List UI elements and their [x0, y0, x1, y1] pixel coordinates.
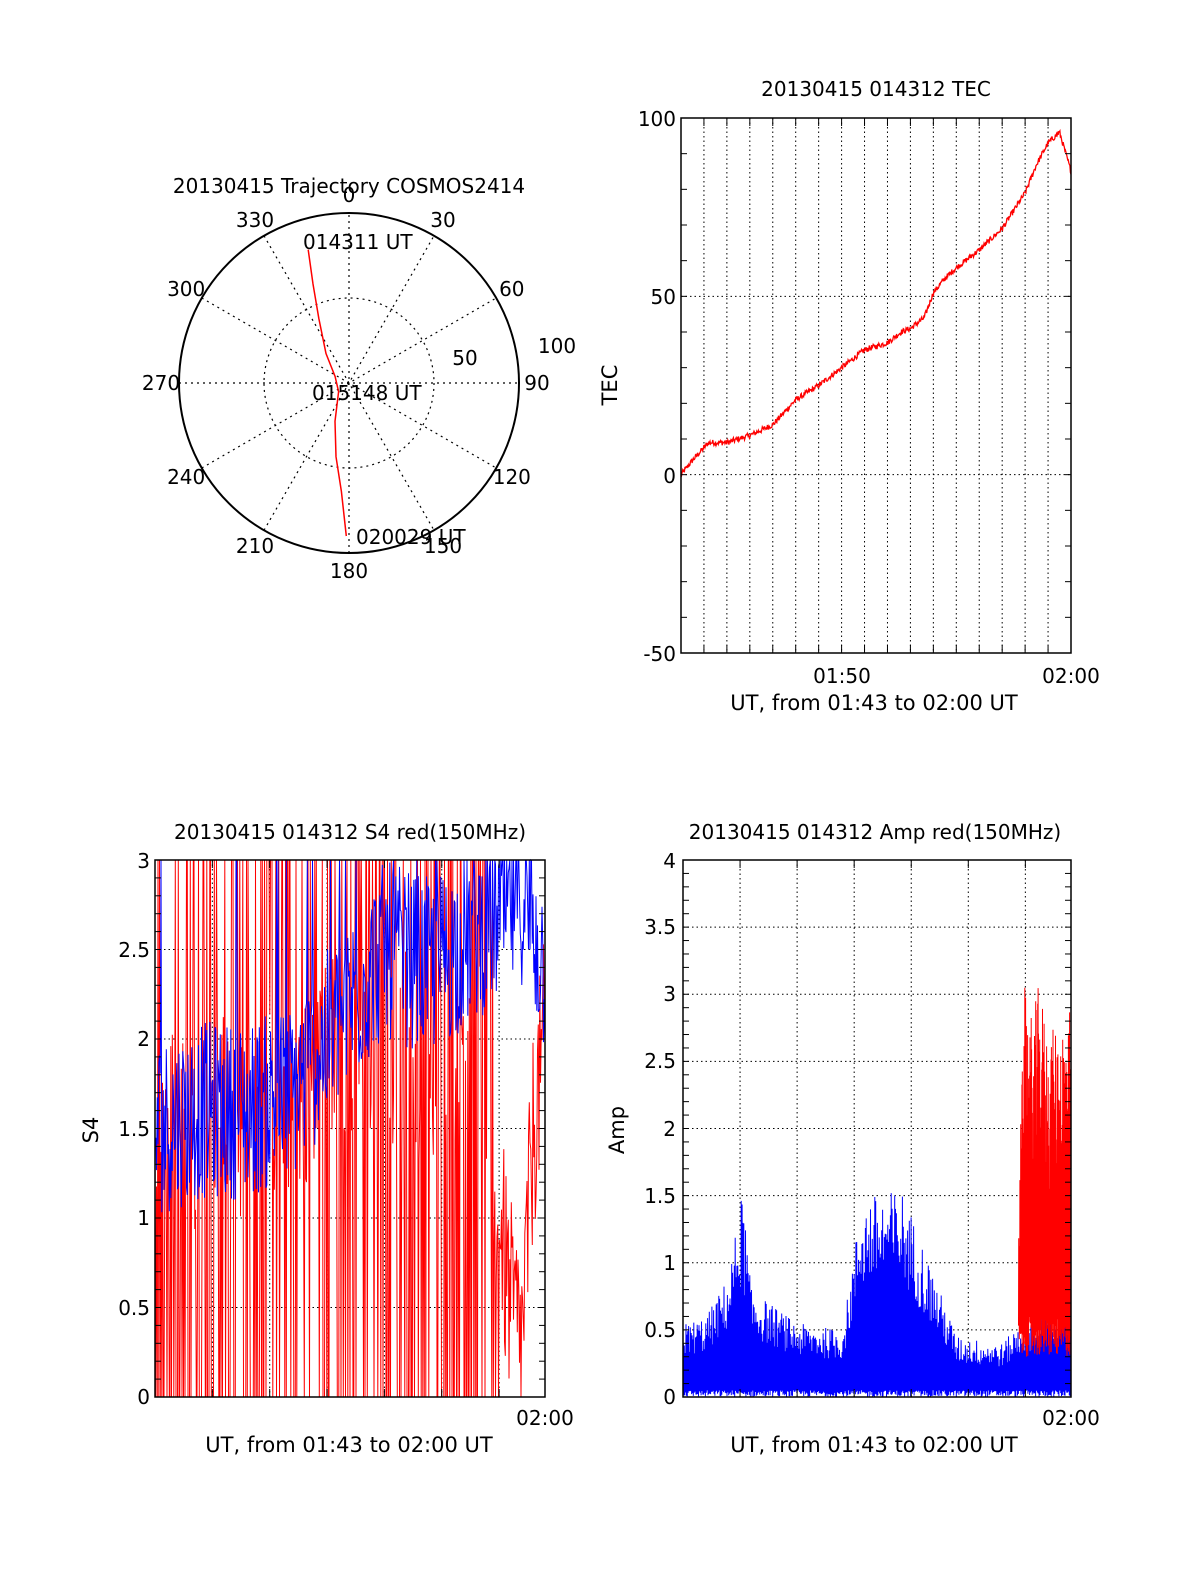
tec-ytick-100: 100	[638, 107, 676, 131]
tec-panel: 20130415 014312 TEC 100 50 0 -50 01:50 0…	[598, 77, 1100, 715]
amp-ytick-1: 1	[663, 1251, 676, 1275]
trajectory-series-line	[307, 249, 348, 537]
tec-ytick-0: 0	[663, 464, 676, 488]
tec-title: 20130415 014312 TEC	[761, 77, 991, 101]
amp-ytick-2: 2	[663, 1117, 676, 1141]
amp-xtick-0200: 02:00	[1042, 1406, 1100, 1430]
amp-ytick-2.5: 2.5	[644, 1049, 676, 1073]
amp-ytick-3.5: 3.5	[644, 915, 676, 939]
s4-title: 20130415 014312 S4 red(150MHz)	[174, 820, 526, 844]
amp-xlabel: UT, from 01:43 to 02:00 UT	[730, 1433, 1018, 1457]
tec-series-line	[680, 128, 1072, 478]
azimuth-label-90: 90	[524, 371, 549, 395]
azimuth-label-180: 180	[330, 559, 368, 583]
amp-ytick-0: 0	[663, 1385, 676, 1409]
azimuth-label-240: 240	[167, 465, 205, 489]
s4-ytick-0.5: 0.5	[118, 1296, 150, 1320]
tec-ticks	[681, 117, 1071, 654]
azimuth-label-0: 0	[343, 183, 356, 207]
s4-ytick-1.5: 1.5	[118, 1117, 150, 1141]
tec-ytick-minus50: -50	[643, 642, 676, 666]
tec-xlabel: UT, from 01:43 to 02:00 UT	[730, 691, 1018, 715]
tec-xtick-0200: 02:00	[1042, 664, 1100, 688]
tec-xtick-0150: 01:50	[813, 664, 871, 688]
azimuth-label-210: 210	[236, 534, 274, 558]
s4-ytick-0: 0	[137, 1385, 150, 1409]
azimuth-label-150: 150	[424, 534, 462, 558]
trajectory-start-label: 014311 UT	[303, 230, 413, 254]
s4-ytick-3: 3	[137, 849, 150, 873]
azimuth-label-60: 60	[499, 277, 524, 301]
s4-panel: 20130415 014312 S4 red(150MHz) 0 0.5 1 1…	[79, 820, 574, 1457]
azimuth-label-30: 30	[430, 208, 455, 232]
s4-blue-series	[154, 858, 546, 1213]
amp-ytick-4: 4	[663, 849, 676, 873]
polar-spoke-150	[263, 235, 435, 531]
amp-red-series	[1018, 987, 1072, 1357]
tec-ylabel: TEC	[598, 365, 622, 407]
s4-ytick-1: 1	[137, 1206, 150, 1230]
ring-label-100: 100	[538, 334, 576, 358]
amp-ytick-1.5: 1.5	[644, 1184, 676, 1208]
s4-xtick-0200: 02:00	[516, 1406, 574, 1430]
trajectory-panel: 20130415 Trajectory COSMOS2414 0 30 60 90 12…	[142, 174, 576, 583]
azimuth-label-330: 330	[236, 208, 274, 232]
azimuth-label-300: 300	[167, 277, 205, 301]
amp-blue-series	[682, 1193, 1072, 1398]
trajectory-mid-label: 015148 UT	[312, 381, 422, 405]
tec-grid	[681, 118, 1071, 653]
amp-title: 20130415 014312 Amp red(150MHz)	[689, 820, 1061, 844]
amp-ytick-3: 3	[663, 982, 676, 1006]
ring-label-50: 50	[452, 346, 477, 370]
amp-ytick-0.5: 0.5	[644, 1318, 676, 1342]
amp-panel: 20130415 014312 Amp red(150MHz) 0 0.5 1 …	[605, 820, 1100, 1457]
s4-ylabel: S4	[79, 1117, 103, 1144]
polar-azimuth-labels: 0 30 60 90 120 150 180 210 240 270 300 330	[142, 183, 550, 583]
tec-plot-frame	[680, 117, 1072, 654]
tec-ytick-50: 50	[651, 285, 676, 309]
polar-outer-circle	[178, 212, 520, 554]
trajectory-end-label: 020029 UT	[356, 525, 466, 549]
amp-ticks	[683, 859, 1071, 1398]
s4-ytick-2: 2	[137, 1027, 150, 1051]
polar-grid	[179, 213, 519, 553]
trajectory-title: 20130415 Trajectory COSMOS2414	[173, 174, 525, 198]
s4-xlabel: UT, from 01:43 to 02:00 UT	[205, 1433, 493, 1457]
s4-ticks	[155, 859, 545, 1398]
azimuth-label-270: 270	[142, 371, 180, 395]
azimuth-label-120: 120	[493, 465, 531, 489]
s4-ytick-2.5: 2.5	[118, 938, 150, 962]
amp-ylabel: Amp	[605, 1106, 629, 1154]
